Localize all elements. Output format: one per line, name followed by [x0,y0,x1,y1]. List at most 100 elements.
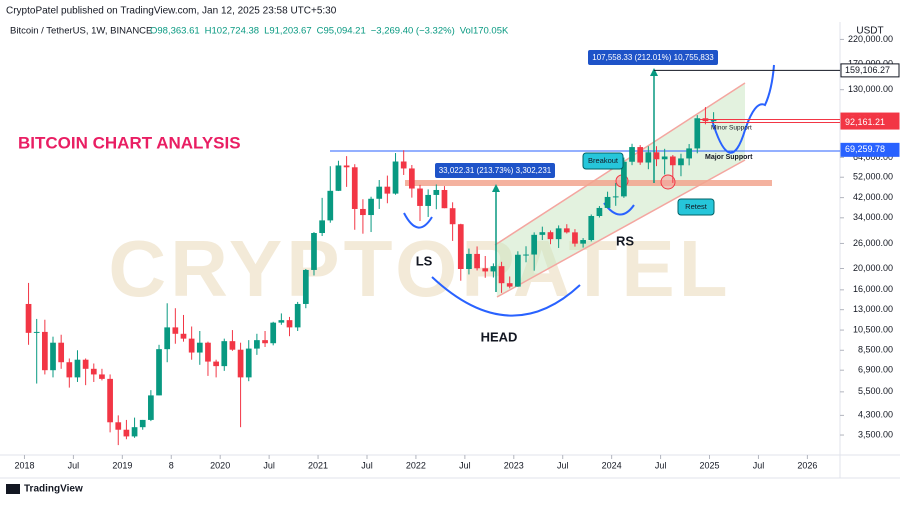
candle-body [694,118,701,149]
resistance-zone [405,180,772,186]
x-tick-label: Jul [68,460,80,470]
candle-body [343,165,350,168]
candle-body [139,419,146,428]
ls-curve [403,212,433,229]
candle-body [669,156,676,166]
measure-box-2 [588,50,718,65]
candle-body [441,189,448,209]
y-tick-label: 4,300.00 [858,410,893,420]
candle-body [645,152,652,163]
y-tick-label: 42,000.00 [853,192,893,202]
y-tick-label: 220,000.00 [848,34,893,44]
x-tick-label: 2022 [406,460,426,470]
candle-body [205,342,211,362]
price-label: 159,106.27 [845,65,890,75]
x-tick-label: 2023 [504,460,524,470]
candle-body [33,331,40,333]
candle-body [254,340,260,349]
y-tick-label: 6,900.00 [858,365,893,375]
arrow-head [650,68,658,76]
x-tick-label: 2025 [699,460,719,470]
x-tick-label: 2026 [797,460,817,470]
ohlc-header: O98,363.61 H102,724.38 L91,203.67 C95,094.2… [150,26,509,37]
candle-body [474,253,480,269]
candle-body [196,342,203,353]
candle-body [604,196,611,208]
y-tick-label: 10,500.00 [853,324,893,334]
x-tick-label: Jul [459,460,471,470]
currency: USDT [856,26,883,37]
retest-label: Retest [685,202,708,211]
candle-body [74,359,81,378]
candle-body [270,322,277,344]
candle-body [164,327,171,350]
chart-title: BITCOIN CHART ANALYSIS [18,133,241,152]
head-curve [431,276,581,317]
ohlc-value: Vol170.05K [460,26,509,37]
candle-body [302,269,309,304]
candle-body [286,320,293,328]
candle-body [50,342,56,371]
y-tick-label: 20,000.00 [853,263,893,273]
candle-body [335,165,342,191]
ohlc-value: H102,724.38 [205,26,259,37]
y-tick-label: 16,000.00 [853,284,893,294]
candle-body [131,427,138,437]
candle-body [237,349,244,378]
price-lines [654,69,840,124]
candle-body [563,228,570,233]
y-tick-label: 130,000.00 [848,84,893,94]
candle-body [148,395,154,420]
candle-body [172,327,179,334]
candle-body [99,374,105,379]
y-tick-label: 8,500.00 [858,345,893,355]
ohlc-value: L91,203.67 [264,26,312,37]
x-tick-label: 2021 [308,460,328,470]
candle-body [82,359,89,369]
price-label-box [840,142,900,157]
publisher: CryptoPatel published on TradingView.com… [6,6,337,17]
candle-body [425,194,432,206]
candle-body [213,361,219,367]
footer: TradingView [24,484,83,495]
candle-body [311,233,317,270]
candle-body [392,161,399,194]
candle-body [221,341,228,367]
x-tick-label: 2019 [112,460,132,470]
candle-body [629,147,635,162]
candle-body [351,167,358,209]
x-tick-label: Jul [361,460,373,470]
price-label: 92,161.21 [845,117,885,127]
y-tick-label: 13,000.00 [853,304,893,314]
candle-body [523,254,529,256]
rs-label: RS [616,233,634,248]
x-tick-label: 8 [169,460,174,470]
candle-body [539,232,546,235]
x-tick-label: 2018 [14,460,34,470]
candle-body [294,303,301,328]
candle-body [376,186,383,199]
price-label-box [840,63,900,78]
y-tick-label: 5,500.00 [858,386,893,396]
candle-body [188,338,195,353]
ohlc-value: −3,269.40 (−3.32%) [371,26,455,37]
candle-body [360,208,366,216]
x-tick-label: Jul [753,460,765,470]
projection-curve [711,64,775,154]
candle-body [278,320,285,323]
candles [25,107,717,446]
measure-box-1 [435,163,555,178]
candle-body [42,331,48,371]
ohlc-value: O98,363.61 [150,26,200,37]
candle-body [58,342,65,363]
candle-body [408,168,415,189]
x-tick-label: Jul [655,460,667,470]
candle-body [531,234,538,255]
head-label: HEAD [481,329,518,344]
tv-logo [6,484,20,494]
candle-body [156,349,162,396]
candle-body [245,348,252,378]
y-tick-label: 52,000.00 [853,172,893,182]
candle-body [90,368,97,375]
candle-body [515,254,521,287]
